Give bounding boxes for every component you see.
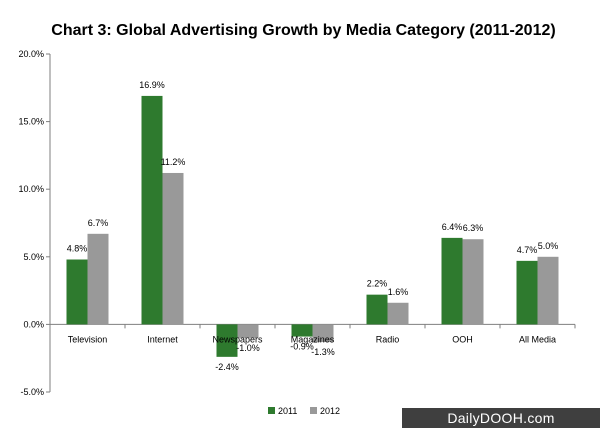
category-label: Radio (376, 334, 400, 344)
bar-2012-all-media (537, 256, 559, 325)
data-label: 1.6% (388, 287, 409, 297)
legend-label: 2012 (320, 406, 340, 416)
y-tick-label: 0.0% (23, 319, 44, 329)
data-label: 6.3% (463, 223, 484, 233)
legend-swatch-2011 (268, 407, 275, 414)
data-label: 6.7% (88, 218, 109, 228)
bar-2011-newspapers (216, 324, 238, 357)
bar-2012-magazines (312, 324, 334, 342)
bar-2011-television (66, 259, 88, 325)
data-label: 6.4% (442, 222, 463, 232)
category-label: Newspapers (212, 334, 263, 344)
category-label: Television (68, 334, 108, 344)
chart-title: Chart 3: Global Advertising Growth by Me… (51, 22, 556, 39)
bar-2011-internet (141, 95, 163, 325)
legend-swatch-2012 (310, 407, 317, 414)
watermark-logo: DailyDOOH.com (402, 408, 600, 428)
y-tick-label: -5.0% (20, 387, 44, 397)
bar-2011-radio (366, 294, 388, 325)
category-label: Internet (147, 334, 178, 344)
bar-2011-all-media (516, 260, 538, 325)
bar-2011-magazines (291, 324, 313, 337)
data-label: 4.8% (67, 244, 88, 254)
y-tick-label: 20.0% (18, 49, 44, 59)
category-label: OOH (452, 334, 473, 344)
bar-2011-ooh (441, 237, 463, 325)
data-label: -0.9% (290, 342, 314, 352)
bar-2012-ooh (462, 239, 484, 325)
data-label: 16.9% (139, 80, 165, 90)
y-tick-label: 10.0% (18, 184, 44, 194)
bar-2012-radio (387, 302, 409, 325)
data-label: 4.7% (517, 245, 538, 255)
data-label: 11.2% (161, 157, 186, 167)
data-label: 5.0% (538, 241, 559, 251)
data-label: -1.3% (311, 347, 335, 357)
bar-2012-newspapers (237, 324, 259, 338)
data-label: 2.2% (367, 279, 388, 289)
category-label: All Media (519, 334, 556, 344)
legend-label: 2011 (278, 406, 297, 416)
bar-2012-television (87, 233, 109, 325)
data-label: -2.4% (215, 362, 239, 372)
bar-2012-internet (162, 172, 184, 325)
data-label: -1.0% (236, 343, 260, 353)
y-tick-label: 5.0% (23, 252, 44, 262)
category-label: Magazines (291, 334, 335, 344)
y-tick-label: 15.0% (18, 117, 44, 127)
